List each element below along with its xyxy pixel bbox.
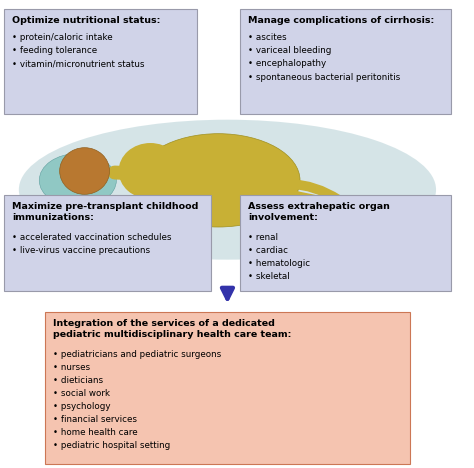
- Ellipse shape: [19, 120, 436, 260]
- Text: • live-virus vaccine precautions: • live-virus vaccine precautions: [12, 246, 150, 255]
- Ellipse shape: [339, 199, 356, 211]
- Text: Assess extrahepatic organ
involvement:: Assess extrahepatic organ involvement:: [248, 202, 390, 222]
- Text: • social work: • social work: [53, 389, 110, 398]
- Text: • vitamin/micronutrient status: • vitamin/micronutrient status: [12, 59, 145, 68]
- Text: Maximize pre-transplant childhood
immunizations:: Maximize pre-transplant childhood immuni…: [12, 202, 199, 222]
- Text: Optimize nutritional status:: Optimize nutritional status:: [12, 15, 160, 25]
- Text: • cardiac: • cardiac: [248, 246, 288, 255]
- FancyArrowPatch shape: [289, 195, 370, 205]
- FancyBboxPatch shape: [240, 8, 451, 114]
- Text: • financial services: • financial services: [53, 415, 137, 424]
- Text: Integration of the services of a dedicated
pediatric multidisciplinary health ca: Integration of the services of a dedicat…: [53, 319, 291, 339]
- Text: • dieticians: • dieticians: [53, 376, 103, 385]
- Ellipse shape: [382, 209, 401, 222]
- FancyBboxPatch shape: [4, 8, 197, 114]
- Text: • ascites: • ascites: [248, 33, 286, 43]
- Text: • skeletal: • skeletal: [248, 272, 290, 281]
- Text: Manage complications of cirrhosis:: Manage complications of cirrhosis:: [248, 15, 434, 25]
- Text: • psychology: • psychology: [53, 402, 110, 411]
- Text: • accelerated vaccination schedules: • accelerated vaccination schedules: [12, 233, 172, 242]
- FancyArrowPatch shape: [289, 200, 379, 216]
- Text: • renal: • renal: [248, 233, 278, 242]
- Text: • variceal bleeding: • variceal bleeding: [248, 46, 331, 55]
- Text: • pediatric hospital setting: • pediatric hospital setting: [53, 441, 170, 450]
- FancyArrowPatch shape: [289, 184, 338, 200]
- Text: • nurses: • nurses: [53, 363, 90, 372]
- Text: • encephalopathy: • encephalopathy: [248, 59, 326, 68]
- Text: • feeding tolerance: • feeding tolerance: [12, 46, 97, 55]
- Text: • protein/caloric intake: • protein/caloric intake: [12, 33, 113, 43]
- Ellipse shape: [118, 143, 182, 199]
- Ellipse shape: [137, 134, 300, 227]
- FancyBboxPatch shape: [240, 195, 451, 292]
- Ellipse shape: [60, 148, 109, 194]
- Text: • hematologic: • hematologic: [248, 259, 310, 268]
- Text: • spontaneous bacterial peritonitis: • spontaneous bacterial peritonitis: [248, 73, 400, 81]
- Ellipse shape: [135, 205, 152, 218]
- FancyArrowPatch shape: [152, 188, 175, 206]
- Text: • pediatricians and pediatric surgeons: • pediatricians and pediatric surgeons: [53, 350, 221, 358]
- Ellipse shape: [39, 154, 116, 207]
- FancyBboxPatch shape: [45, 312, 410, 464]
- Text: • home health care: • home health care: [53, 428, 137, 437]
- FancyBboxPatch shape: [4, 195, 210, 292]
- Ellipse shape: [374, 199, 394, 213]
